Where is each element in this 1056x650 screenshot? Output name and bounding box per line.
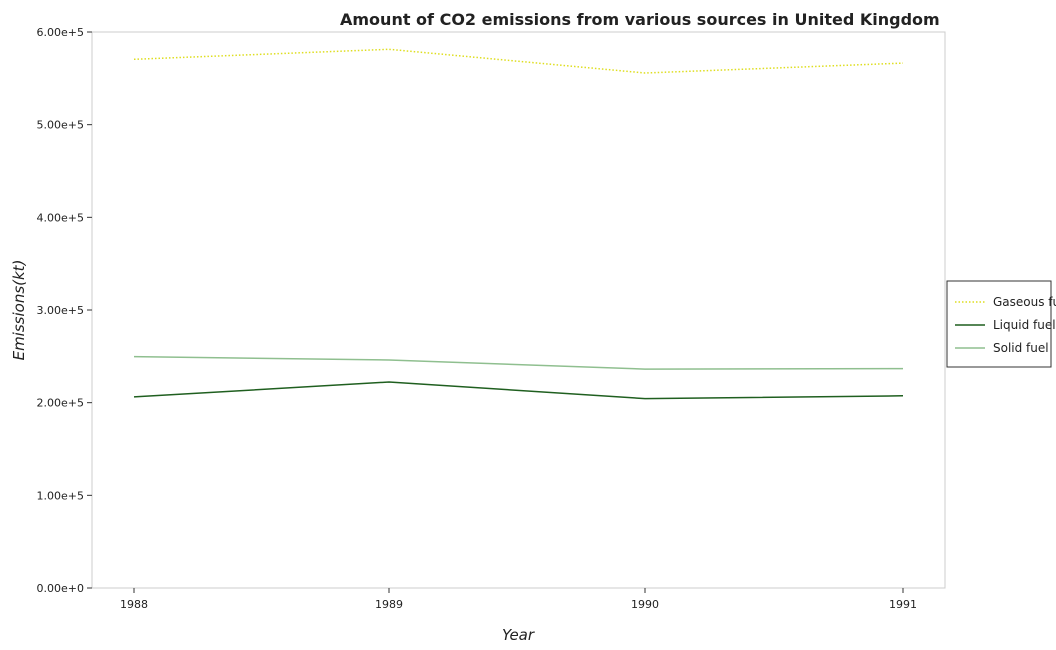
series-lines <box>133 48 904 400</box>
series-line-solid-fuel <box>133 355 904 370</box>
series-line-liquid-fuel <box>133 381 904 400</box>
y-tick-label: 5.00e+5 <box>37 119 84 132</box>
y-axis: 0.00e+0 1.00e+5 2.00e+5 3.00e+5 4.00e+5 5.00e… <box>37 26 92 595</box>
legend-box <box>946 280 1052 368</box>
legend-label: Solid fuel <box>993 341 1049 355</box>
legend: Gaseous fuel Liquid fuel Solid fuel <box>946 280 1056 368</box>
x-tick-label: 1991 <box>889 598 917 611</box>
x-axis-label: Year <box>502 626 535 644</box>
chart-title: Amount of CO2 emissions from various sou… <box>340 10 940 29</box>
y-tick-label: 4.00e+5 <box>37 211 84 224</box>
x-tick-label: 1988 <box>120 598 148 611</box>
x-tick-label: 1990 <box>631 598 659 611</box>
x-axis: 1988 1989 1990 1991 <box>120 588 917 611</box>
y-tick-label: 2.00e+5 <box>37 397 84 410</box>
x-tick-label: 1989 <box>375 598 403 611</box>
y-axis-label: Emissions(kt) <box>10 260 28 361</box>
y-tick-label: 0.00e+0 <box>37 582 84 595</box>
series-line-gaseous-fuel <box>133 48 904 74</box>
y-tick-label: 1.00e+5 <box>37 489 84 502</box>
legend-label: Liquid fuel <box>993 318 1056 332</box>
y-tick-label: 6.00e+5 <box>37 26 84 39</box>
plot-frame <box>91 31 946 589</box>
y-tick-label: 3.00e+5 <box>37 304 84 317</box>
legend-label: Gaseous fuel <box>993 295 1056 309</box>
